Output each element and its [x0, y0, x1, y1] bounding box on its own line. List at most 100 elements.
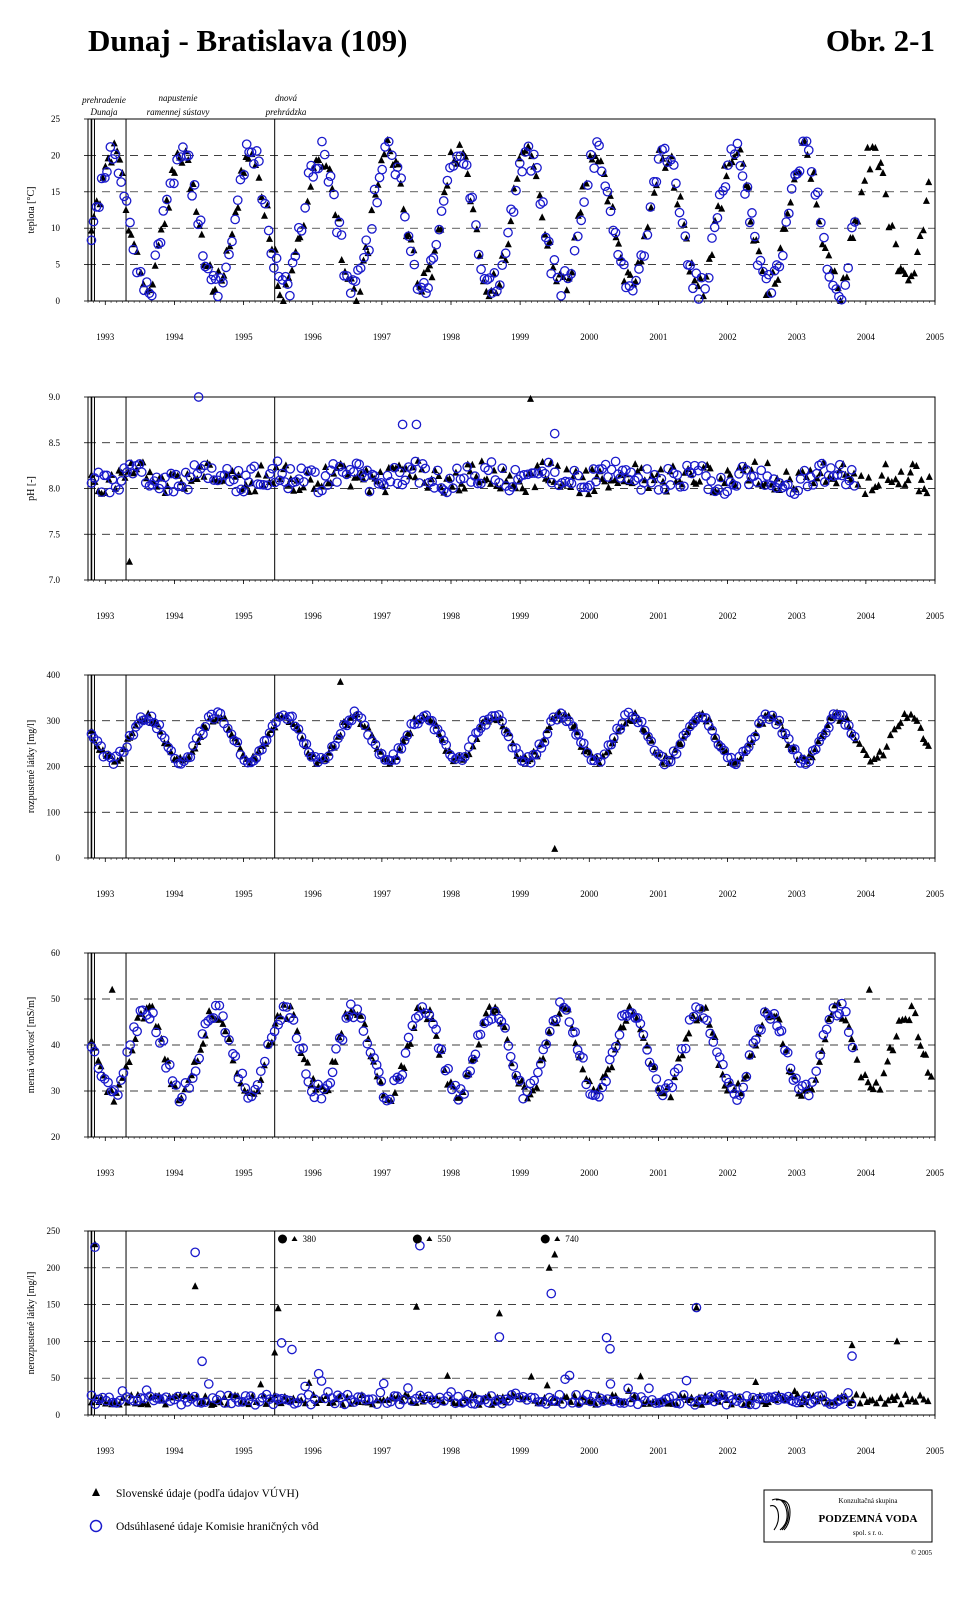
data-point-agreed	[634, 264, 644, 274]
data-point-agreed	[303, 1076, 314, 1087]
data-point-slovak	[94, 1056, 102, 1064]
data-point-agreed	[100, 173, 110, 183]
data-point-slovak	[495, 1309, 503, 1317]
data-point-agreed	[619, 1398, 630, 1408]
data-point-agreed	[316, 1093, 327, 1104]
data-point-slovak	[872, 1399, 880, 1407]
data-point-agreed	[438, 196, 449, 206]
data-point-slovak	[914, 1033, 922, 1041]
x-tick-label: 1998	[442, 889, 461, 899]
data-point-agreed	[595, 1393, 606, 1404]
chart-panel-3: 0 100 200 300 400 1993 1994 1995 1996 1997 1998 199…	[26, 670, 945, 899]
data-point-slovak	[682, 1034, 690, 1042]
x-tick-label: 1993	[96, 1446, 115, 1456]
data-point-agreed	[105, 752, 116, 763]
data-point-agreed	[385, 476, 396, 487]
data-point-agreed	[376, 1076, 387, 1087]
data-point-slovak	[917, 475, 925, 483]
x-tick-label: 1996	[304, 1446, 323, 1456]
data-point-agreed	[610, 456, 621, 467]
data-point-agreed	[840, 719, 851, 730]
data-point-slovak	[922, 1050, 930, 1058]
data-point-agreed	[810, 190, 821, 200]
data-point-slovak	[513, 174, 521, 182]
data-point-slovak	[288, 266, 296, 274]
data-point-agreed	[442, 175, 453, 186]
offscale-triangle	[554, 1236, 561, 1241]
data-point-agreed	[270, 477, 280, 488]
data-point-slovak	[178, 158, 186, 166]
data-point-slovak	[309, 1074, 317, 1082]
page-title: Dunaj - Bratislava (109)	[88, 23, 407, 58]
data-point-agreed	[680, 231, 691, 241]
data-point-agreed	[443, 1063, 453, 1074]
data-point-agreed	[350, 276, 361, 287]
data-point-slovak	[728, 158, 736, 166]
data-point-slovak	[886, 731, 894, 739]
data-point-slovak	[787, 1068, 795, 1076]
data-point-agreed	[424, 1009, 435, 1020]
data-point-agreed	[732, 1095, 742, 1106]
data-point-slovak	[884, 1396, 892, 1404]
data-point-agreed	[375, 1387, 386, 1398]
offscale-value-label: 550	[437, 1234, 451, 1244]
data-point-agreed	[249, 461, 260, 472]
data-point-agreed	[452, 463, 462, 474]
data-point-agreed	[703, 484, 714, 495]
data-point-slovak	[614, 478, 622, 486]
data-point-agreed	[124, 730, 135, 741]
x-tick-label: 1996	[304, 1168, 323, 1178]
x-tick-label: 2003	[788, 332, 807, 342]
data-point-slovak	[793, 1390, 801, 1398]
data-point-agreed	[674, 207, 685, 218]
data-point-agreed	[104, 487, 115, 498]
data-point-agreed	[846, 1399, 857, 1410]
data-point-agreed	[582, 747, 593, 758]
data-point-agreed	[735, 160, 746, 171]
data-point-agreed	[760, 480, 770, 491]
data-point-slovak	[377, 1077, 385, 1085]
data-point-slovak	[563, 465, 571, 473]
data-point-slovak	[315, 156, 323, 164]
data-point-slovak	[310, 484, 318, 492]
y-tick-label: 100	[47, 1336, 61, 1346]
data-point-agreed	[403, 231, 414, 242]
data-point-agreed	[436, 1044, 447, 1055]
data-point-slovak	[87, 1036, 95, 1044]
data-point-agreed	[633, 717, 643, 728]
data-point-slovak	[395, 461, 403, 469]
data-point-agreed	[722, 160, 733, 171]
x-tick-label: 1996	[304, 332, 323, 342]
data-point-slovak	[543, 1381, 551, 1389]
data-point-slovak	[318, 1395, 326, 1403]
data-point-slovak	[820, 727, 828, 735]
data-point-agreed	[636, 716, 647, 727]
data-point-slovak	[815, 1057, 823, 1065]
data-point-agreed	[135, 1393, 146, 1403]
data-point-agreed	[537, 466, 548, 477]
data-point-agreed	[364, 486, 375, 497]
data-point-agreed	[471, 220, 481, 230]
data-point-slovak	[571, 233, 579, 241]
data-point-agreed	[567, 721, 578, 732]
data-point-agreed	[257, 744, 267, 755]
data-point-agreed	[275, 1015, 286, 1026]
data-point-agreed	[744, 217, 755, 228]
data-point-agreed	[792, 168, 803, 179]
data-point-agreed	[820, 727, 831, 738]
data-point-agreed	[156, 729, 167, 740]
data-point-agreed	[121, 196, 132, 206]
data-point-slovak	[632, 277, 640, 285]
data-point-agreed	[627, 285, 638, 296]
x-tick-label: 1997	[373, 1168, 392, 1178]
data-point-agreed	[632, 1012, 643, 1023]
data-point-agreed	[836, 294, 847, 305]
data-point-agreed	[585, 480, 595, 491]
y-tick-label: 0	[56, 296, 61, 306]
data-point-agreed	[600, 459, 611, 470]
data-point-agreed	[519, 757, 530, 767]
y-tick-label: 60	[51, 948, 61, 958]
data-point-slovak	[823, 720, 831, 728]
data-point-agreed	[283, 483, 293, 494]
chart-panel-5: 0 50 100 150 200 250 1993 1994 1995 1996 1997 1998 1…	[26, 1226, 945, 1456]
